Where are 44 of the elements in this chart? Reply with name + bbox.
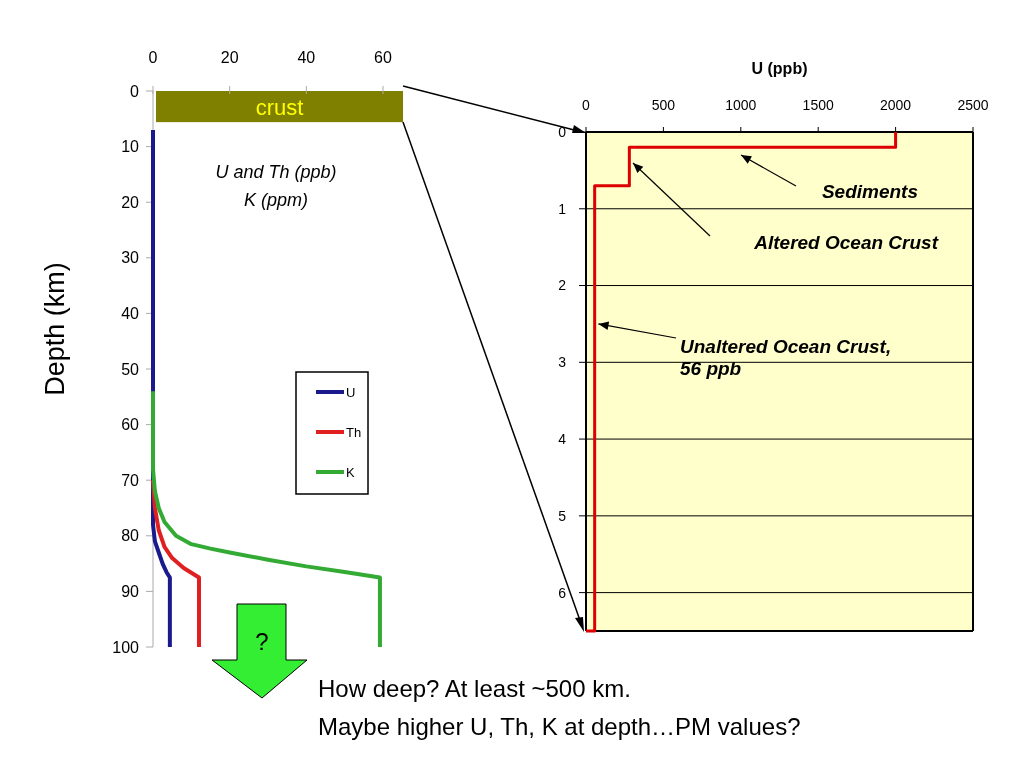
x-tick-label: 500 xyxy=(651,97,676,113)
x-tick-label: 0 xyxy=(582,97,591,113)
annotation: K (ppm) xyxy=(243,190,309,210)
annotation: Sediments xyxy=(821,181,918,202)
y-tick-label: 4 xyxy=(558,430,567,447)
y-tick-label: 30 xyxy=(121,249,140,267)
y-tick-label: 50 xyxy=(121,360,140,378)
legend-label: K xyxy=(346,464,355,480)
y-tick-label: 20 xyxy=(121,193,140,211)
x-tick-label: 0 xyxy=(148,49,158,66)
line-series xyxy=(151,478,201,649)
y-tick-label: 3 xyxy=(558,354,567,371)
y-tick-label: 2 xyxy=(558,277,567,294)
annotation: Unaltered Ocean Crust, 56 ppb xyxy=(680,336,892,379)
band-label: crust xyxy=(255,94,304,120)
x-tick-label: 1000 xyxy=(725,97,757,113)
y-axis-title: Depth (km) xyxy=(40,262,70,396)
y-tick-label: 0 xyxy=(130,82,140,100)
text: Maybe higher U, Th, K at depth…PM values? xyxy=(318,713,801,740)
line-series xyxy=(151,389,382,649)
annotation: Altered Ocean Crust xyxy=(753,232,939,253)
y-tick-label: 5 xyxy=(558,507,567,524)
y-tick-label: 100 xyxy=(112,638,140,656)
y-tick-label: 80 xyxy=(121,527,140,545)
y-tick-label: 10 xyxy=(121,138,140,156)
y-tick-label: 60 xyxy=(121,416,140,434)
y-tick-label: 1 xyxy=(558,200,567,217)
y-tick-label: 70 xyxy=(121,471,140,489)
y-tick-label: 0 xyxy=(558,123,567,140)
x-tick-label: 20 xyxy=(220,49,239,66)
x-tick-label: 60 xyxy=(374,49,392,66)
x-tick-label: 40 xyxy=(297,49,316,66)
annotation: U and Th (ppb) xyxy=(215,162,337,182)
annotation: ? xyxy=(255,628,269,655)
legend-label: U xyxy=(346,384,356,400)
x-tick-label: 2000 xyxy=(880,97,912,113)
y-tick-label: 90 xyxy=(121,583,140,600)
x-tick-label: 1500 xyxy=(802,97,834,113)
x-axis-title: U (ppb) xyxy=(751,60,808,77)
y-tick-label: 40 xyxy=(121,305,140,322)
y-tick-label: 6 xyxy=(558,584,567,601)
legend-label: Th xyxy=(346,424,362,440)
x-tick-label: 2500 xyxy=(957,97,989,113)
text: How deep? At least ~500 km. xyxy=(318,675,631,702)
